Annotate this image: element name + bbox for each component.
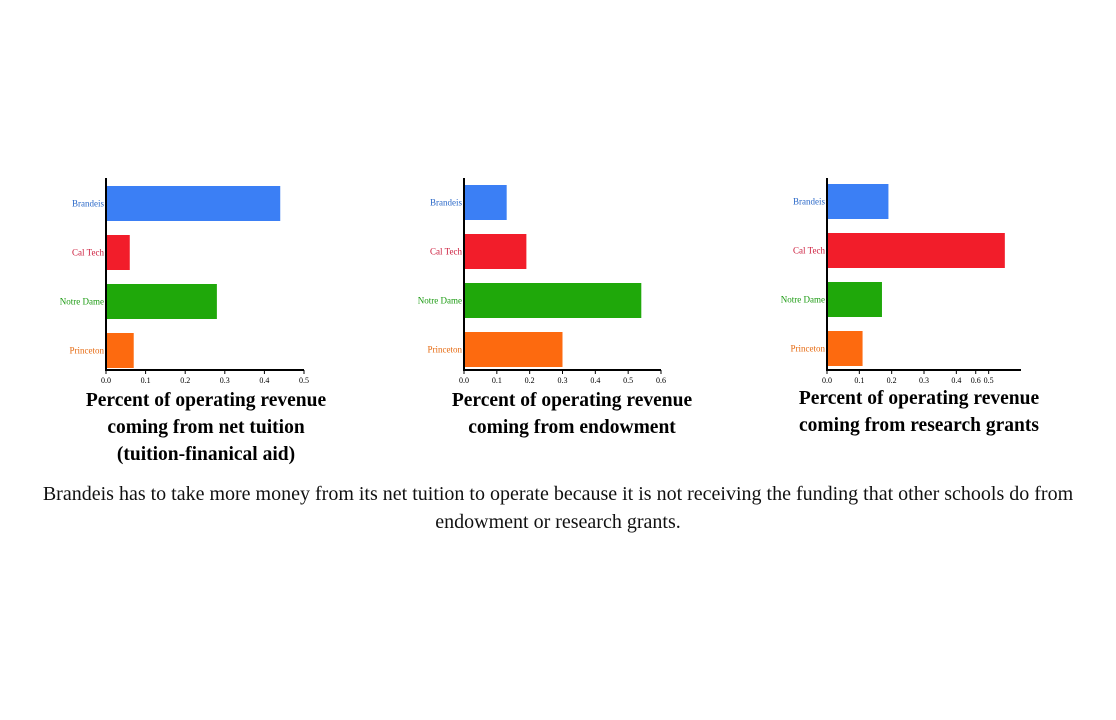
chart-title-line: coming from net tuition	[107, 417, 304, 438]
bar-cal-tech	[827, 233, 1005, 268]
bar-princeton	[106, 333, 134, 368]
category-label: Cal Tech	[430, 247, 462, 257]
tick-label: 0.6	[971, 376, 981, 385]
bar-notre-dame	[106, 284, 217, 319]
tick-label: 0.6	[656, 376, 666, 385]
bar-cal-tech	[106, 235, 130, 270]
bar-notre-dame	[464, 283, 642, 318]
category-label: Brandeis	[430, 198, 462, 208]
tick-label: 0.0	[101, 376, 111, 385]
tick-label: 0.4	[590, 376, 600, 385]
tick-label: 0.1	[492, 376, 502, 385]
category-label: Notre Dame	[60, 297, 104, 307]
category-label: Brandeis	[72, 199, 104, 209]
tick-label: 0.2	[887, 376, 897, 385]
bar-cal-tech	[464, 234, 527, 269]
tick-label: 0.3	[919, 376, 929, 385]
tick-label: 0.4	[259, 376, 269, 385]
category-label: Notre Dame	[418, 296, 462, 306]
bar-princeton	[827, 331, 863, 366]
category-label: Notre Dame	[781, 295, 825, 305]
category-label: Princeton	[791, 344, 826, 354]
chart-title-line: Percent of operating revenue	[799, 388, 1040, 409]
chart-1: Brandeis Cal Tech Notre Dame Princeton 0.0 0.…	[60, 178, 327, 465]
category-label: Princeton	[428, 345, 463, 355]
tick-label: 0.0	[822, 376, 832, 385]
chart-title-line: Percent of operating revenue	[86, 390, 327, 411]
bar-brandeis	[106, 186, 281, 221]
category-label: Princeton	[70, 346, 105, 356]
bar-notre-dame	[827, 282, 882, 317]
bar-princeton	[464, 332, 563, 367]
tick-label: 0.3	[220, 376, 230, 385]
tick-label: 0.5	[299, 376, 309, 385]
tick-label: 0.2	[525, 376, 535, 385]
tick-label: 0.2	[180, 376, 190, 385]
tick-label: 0.5	[623, 376, 633, 385]
tick-label: 0.1	[854, 376, 864, 385]
tick-label: 0.5	[984, 376, 994, 385]
chart-3: Brandeis Cal Tech Notre Dame Princeton 0.0 0.…	[781, 178, 1040, 436]
category-label: Brandeis	[793, 197, 825, 207]
chart-title-line: (tuition-finanical aid)	[117, 444, 295, 465]
tick-label: 0.4	[951, 376, 961, 385]
tick-label: 0.1	[141, 376, 151, 385]
bar-brandeis	[827, 184, 889, 219]
category-label: Cal Tech	[793, 246, 825, 256]
tick-label: 0.0	[459, 376, 469, 385]
tick-label: 0.3	[558, 376, 568, 385]
bar-brandeis	[464, 185, 507, 220]
category-label: Cal Tech	[72, 248, 104, 258]
chart-title-line: coming from research grants	[799, 415, 1039, 436]
caption-text: Brandeis has to take more money from its…	[42, 483, 1074, 533]
chart-title-line: coming from endowment	[468, 417, 676, 438]
chart-2: Brandeis Cal Tech Notre Dame Princeton 0.0 0.…	[418, 178, 693, 438]
chart-title-line: Percent of operating revenue	[452, 390, 693, 411]
